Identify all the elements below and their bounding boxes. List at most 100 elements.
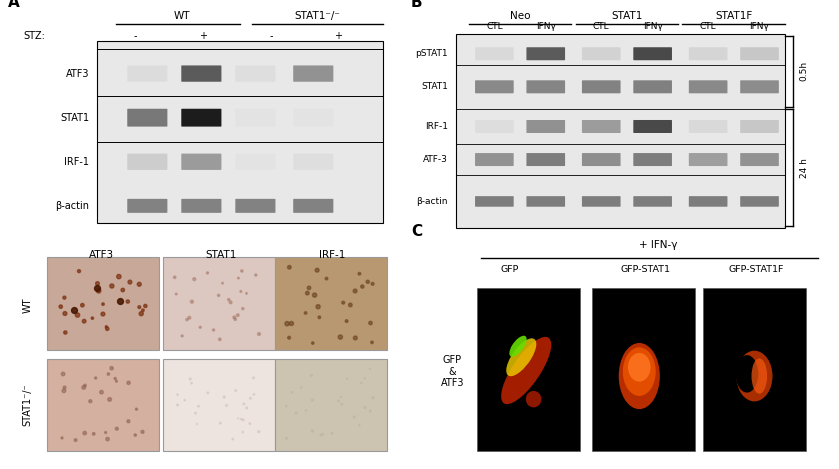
Point	[189, 409, 202, 417]
FancyBboxPatch shape	[181, 66, 221, 82]
Point	[54, 303, 67, 310]
Point	[201, 389, 215, 397]
Point	[96, 300, 110, 308]
Point	[100, 323, 113, 331]
Text: Neo: Neo	[510, 11, 530, 21]
Text: CTL: CTL	[486, 22, 503, 30]
Text: STAT1F: STAT1F	[715, 11, 753, 21]
Text: STAT1: STAT1	[205, 250, 237, 260]
Text: B: B	[411, 0, 423, 10]
Point	[188, 275, 201, 283]
Point	[122, 379, 135, 386]
Text: IFNγ: IFNγ	[749, 22, 769, 30]
Text: C: C	[411, 225, 422, 240]
FancyBboxPatch shape	[689, 80, 727, 93]
FancyBboxPatch shape	[235, 66, 275, 82]
FancyBboxPatch shape	[128, 154, 168, 170]
Point	[316, 431, 330, 438]
Point	[136, 428, 149, 436]
Point	[69, 436, 82, 444]
Ellipse shape	[506, 338, 536, 376]
Point	[58, 294, 71, 302]
Point	[58, 310, 71, 317]
Text: STAT1: STAT1	[60, 113, 90, 123]
Ellipse shape	[501, 337, 551, 404]
Point	[244, 394, 258, 402]
Point	[341, 375, 354, 382]
FancyBboxPatch shape	[181, 154, 221, 170]
Point	[248, 391, 261, 398]
Point	[231, 311, 244, 319]
Point	[344, 301, 357, 309]
FancyBboxPatch shape	[740, 196, 779, 207]
Point	[234, 287, 248, 295]
Text: A: A	[8, 0, 20, 10]
FancyBboxPatch shape	[582, 47, 621, 60]
Point	[130, 405, 143, 413]
Point	[237, 416, 250, 424]
Point	[294, 384, 308, 391]
Point	[300, 289, 314, 297]
Text: +: +	[200, 31, 207, 41]
Point	[96, 310, 110, 318]
Point	[289, 409, 303, 417]
Point	[70, 311, 84, 319]
Point	[283, 264, 296, 271]
Bar	[592, 288, 695, 451]
Point	[252, 428, 265, 435]
Point	[217, 393, 231, 401]
Text: STZ:: STZ:	[23, 31, 45, 41]
Point	[101, 435, 114, 443]
Point	[77, 318, 91, 325]
Point	[283, 334, 296, 341]
Point	[285, 389, 299, 396]
FancyBboxPatch shape	[740, 80, 779, 93]
FancyBboxPatch shape	[740, 47, 779, 60]
Text: CTL: CTL	[700, 22, 717, 30]
Point	[253, 330, 266, 338]
Point	[59, 329, 72, 336]
Ellipse shape	[509, 336, 527, 357]
Point	[348, 287, 362, 295]
FancyBboxPatch shape	[235, 199, 275, 213]
Point	[348, 334, 362, 341]
Point	[315, 431, 328, 439]
FancyBboxPatch shape	[633, 196, 672, 207]
FancyBboxPatch shape	[582, 153, 621, 166]
Point	[299, 309, 312, 317]
Text: GFP: GFP	[501, 265, 519, 274]
FancyBboxPatch shape	[633, 120, 672, 133]
Point	[95, 388, 108, 396]
Point	[108, 375, 122, 382]
Point	[136, 307, 149, 314]
Point	[171, 391, 185, 399]
Point	[92, 287, 106, 295]
FancyBboxPatch shape	[582, 120, 621, 133]
Text: WT: WT	[23, 298, 33, 313]
FancyBboxPatch shape	[293, 109, 333, 127]
Ellipse shape	[618, 343, 659, 409]
Point	[320, 275, 333, 282]
Text: ATF3: ATF3	[88, 250, 113, 260]
Text: 0.5h: 0.5h	[800, 61, 809, 82]
FancyBboxPatch shape	[582, 196, 621, 207]
Point	[358, 404, 372, 411]
FancyBboxPatch shape	[475, 47, 513, 60]
Point	[103, 396, 117, 403]
Point	[237, 400, 251, 408]
FancyBboxPatch shape	[740, 120, 779, 133]
Point	[76, 302, 89, 309]
Point	[86, 314, 99, 322]
Point	[302, 284, 315, 292]
FancyBboxPatch shape	[475, 120, 513, 133]
Bar	[97, 40, 383, 224]
Point	[72, 267, 86, 275]
FancyBboxPatch shape	[526, 196, 565, 207]
FancyBboxPatch shape	[689, 47, 727, 60]
Point	[168, 273, 181, 281]
Text: STAT1: STAT1	[421, 83, 448, 91]
Text: CTL: CTL	[593, 22, 610, 30]
Point	[220, 401, 233, 409]
Text: -: -	[269, 31, 273, 41]
Point	[169, 290, 183, 298]
